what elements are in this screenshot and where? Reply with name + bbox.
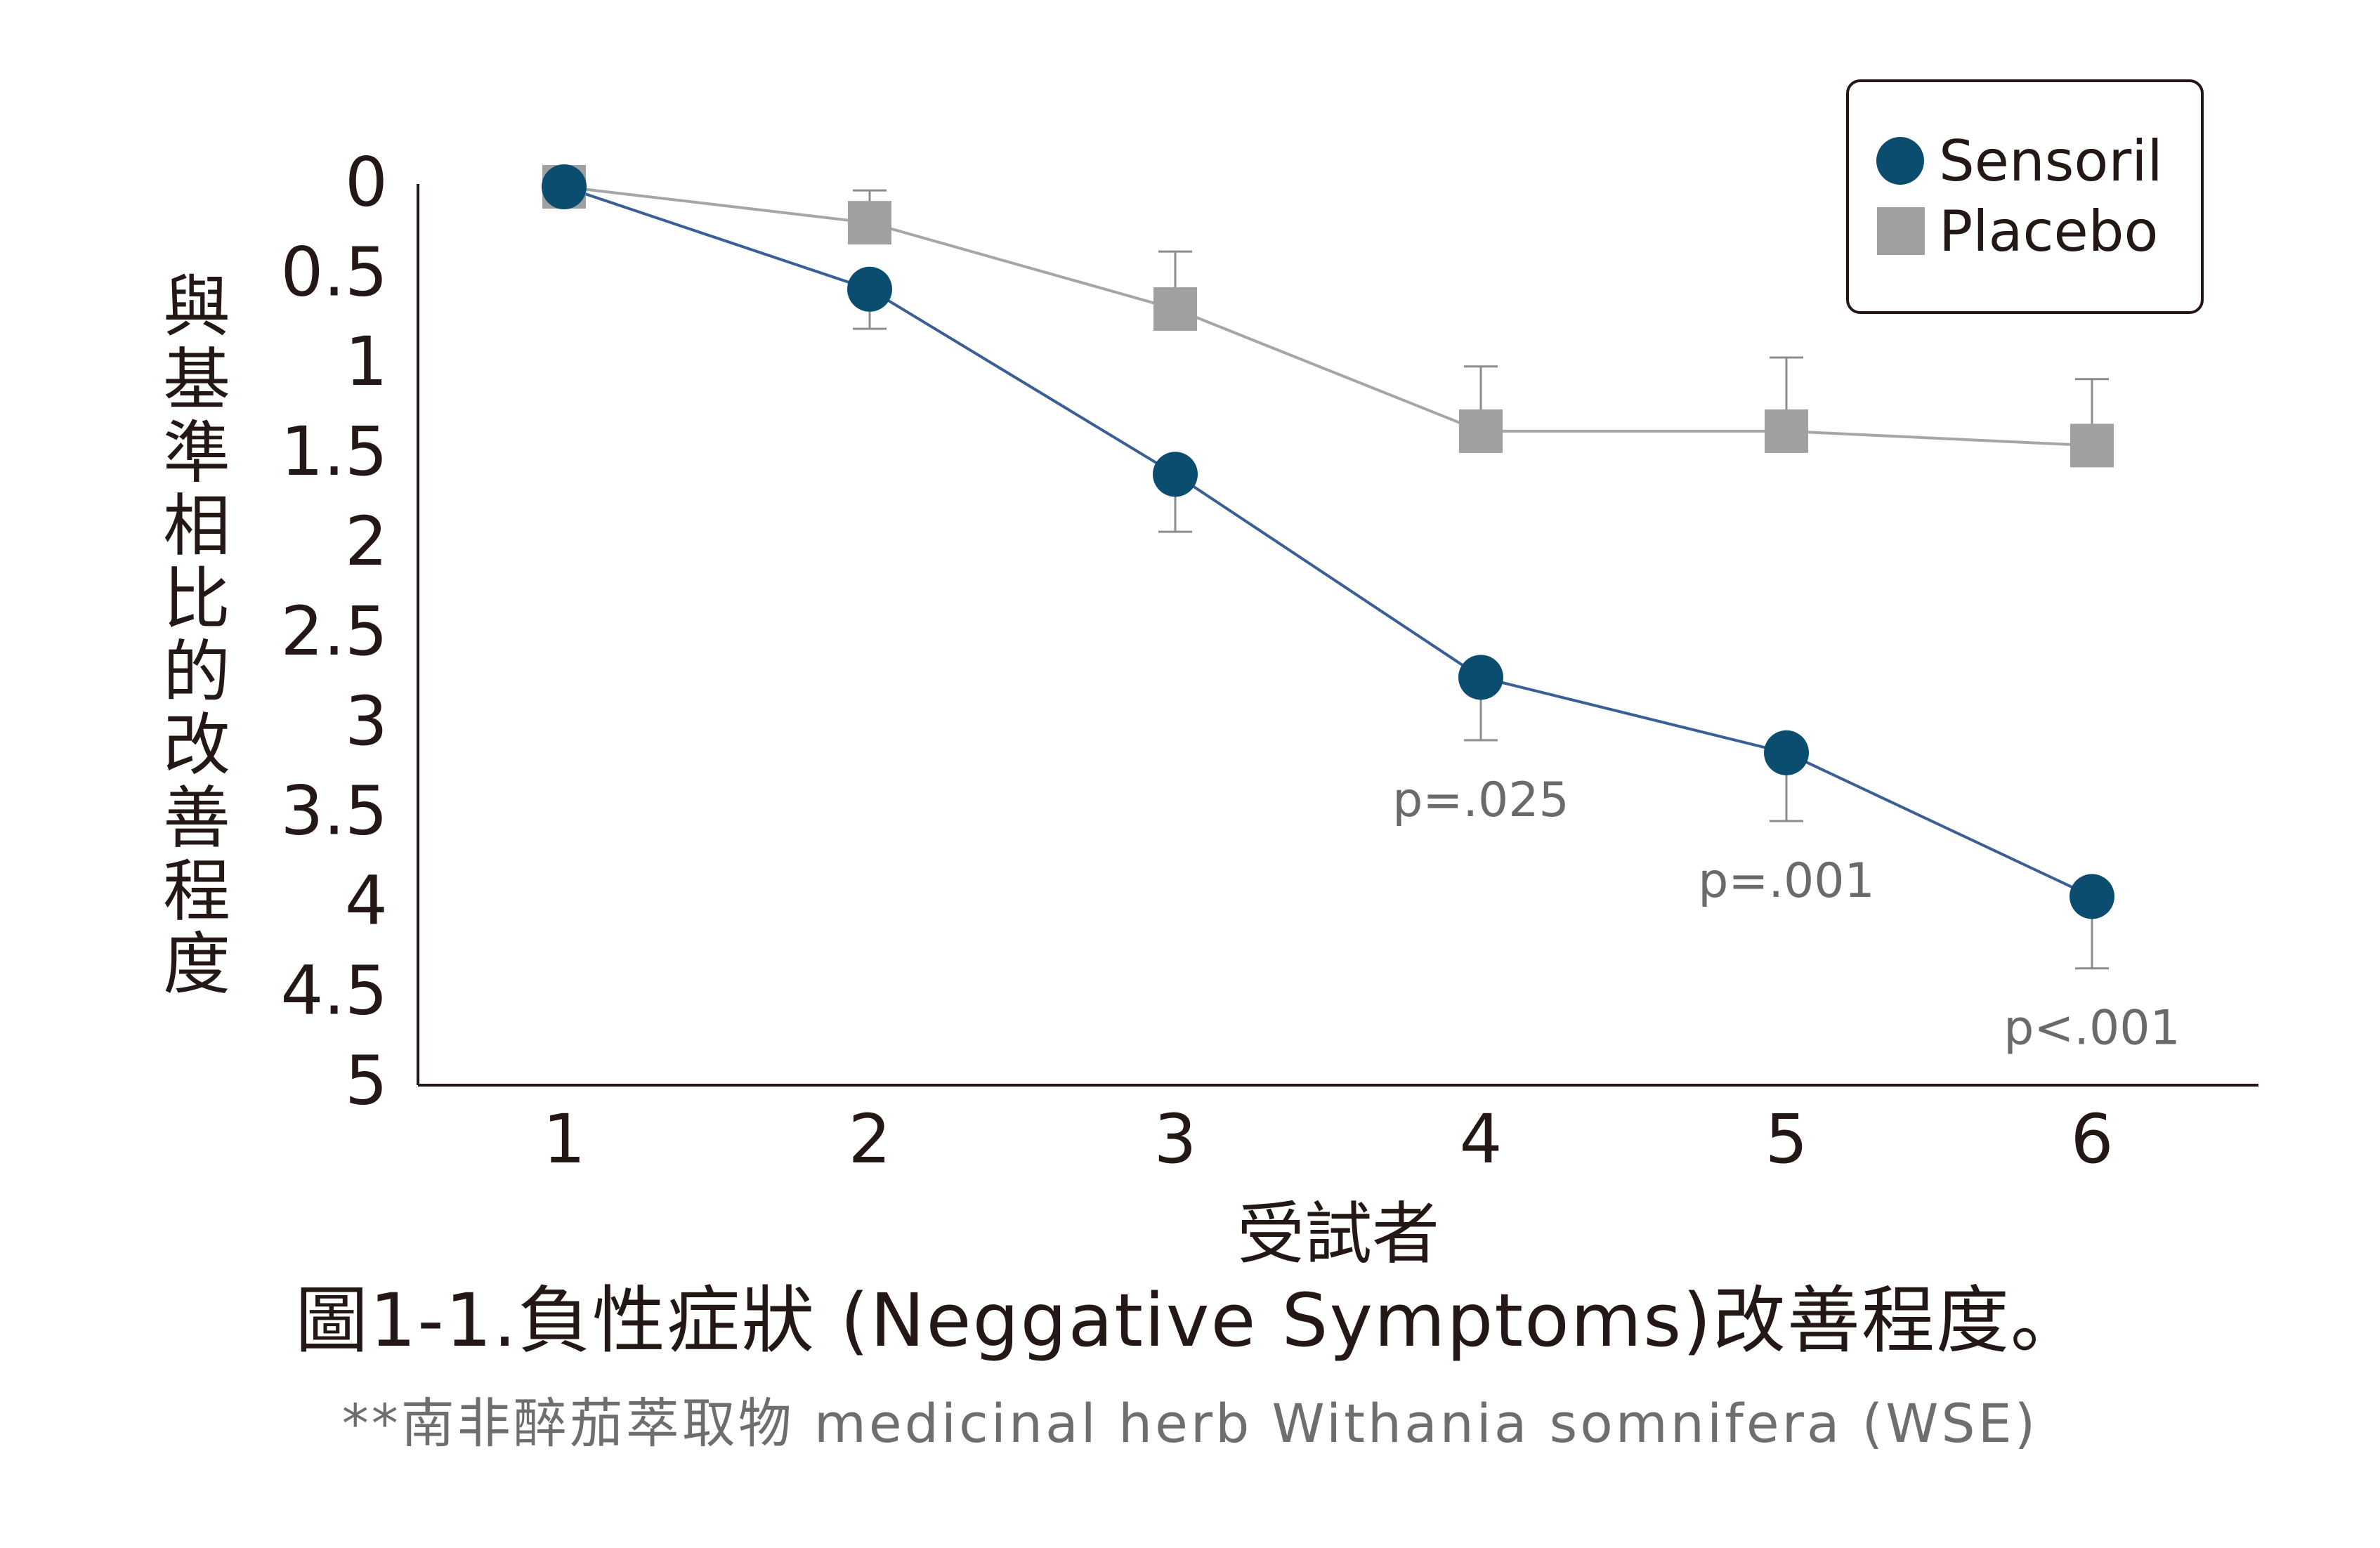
y-axis-title-char: 度 bbox=[163, 925, 230, 1004]
x-tick-label: 6 bbox=[2070, 1100, 2113, 1179]
data-point-sensoril bbox=[1153, 452, 1198, 497]
y-tick-label: 3 bbox=[345, 682, 388, 761]
legend-marker-sensoril bbox=[1876, 137, 1924, 185]
y-axis-title-char: 準 bbox=[163, 414, 230, 492]
y-axis-title-char: 改 bbox=[163, 706, 230, 785]
data-point-placebo bbox=[1459, 409, 1503, 453]
y-tick-label: 5 bbox=[345, 1041, 388, 1120]
data-point-sensoril bbox=[1458, 655, 1503, 700]
y-axis-title-char: 善 bbox=[163, 779, 230, 858]
y-axis-title-char: 相 bbox=[163, 487, 230, 565]
y-tick-label: 1.5 bbox=[280, 412, 388, 491]
legend-marker-placebo bbox=[1877, 207, 1925, 255]
y-tick-label: 0.5 bbox=[280, 232, 388, 311]
y-axis-title-char: 與 bbox=[163, 268, 230, 346]
figure-caption-title: 圖1-1.負性症狀 (Neggative Symptoms)改善程度。 bbox=[295, 1278, 2085, 1363]
series-lines-layer bbox=[563, 185, 2093, 898]
data-point-placebo bbox=[1153, 287, 1197, 331]
x-tick-label: 4 bbox=[1459, 1100, 1502, 1179]
x-tick-label: 5 bbox=[1765, 1100, 1807, 1179]
data-point-sensoril bbox=[542, 164, 587, 209]
data-point-sensoril bbox=[2070, 874, 2114, 919]
y-tick-label: 0 bbox=[345, 143, 388, 221]
data-point-sensoril bbox=[1764, 730, 1809, 775]
series-line-placebo bbox=[563, 185, 2093, 447]
y-tick-label: 4.5 bbox=[280, 951, 388, 1030]
y-tick-label: 4 bbox=[345, 862, 388, 940]
y-axis-title-char: 的 bbox=[163, 633, 230, 711]
y-tick-label: 2.5 bbox=[280, 592, 388, 671]
data-point-placebo bbox=[848, 201, 891, 245]
x-tick-label: 3 bbox=[1153, 1100, 1196, 1179]
y-tick-label: 3.5 bbox=[280, 772, 388, 851]
legend-box bbox=[1846, 79, 2204, 314]
data-point-placebo bbox=[1765, 409, 1808, 453]
labels-layer: 0 0.5 1 1.5 2 2.5 3 3.5 4 4.5 5 1 2 3 4 5 6 受試者 與基準相比的改善程度… bbox=[163, 143, 2180, 1273]
y-axis-title-char: 基 bbox=[163, 341, 230, 419]
x-axis-title: 受試者 bbox=[1237, 1195, 1439, 1273]
y-axis-title-char: 比 bbox=[163, 560, 230, 638]
y-tick-label: 2 bbox=[345, 502, 388, 581]
legend-label-placebo: Placebo bbox=[1939, 199, 2158, 264]
x-tick-label: 1 bbox=[542, 1100, 585, 1179]
y-axis-title: 與基準相比的改善程度 bbox=[163, 268, 230, 1004]
markers-layer bbox=[542, 164, 2114, 919]
data-point-sensoril bbox=[847, 266, 892, 312]
y-axis-title-char: 程 bbox=[163, 852, 230, 931]
figure-caption-note: **南非醉茄萃取物 medicinal herb Withania somnif… bbox=[341, 1392, 2039, 1455]
axes-layer bbox=[417, 184, 2258, 1087]
p-value-annotation: p=.001 bbox=[1698, 853, 1875, 909]
legend-label-sensoril: Sensoril bbox=[1939, 129, 2163, 194]
x-tick-label: 2 bbox=[848, 1100, 891, 1179]
series-line-sensoril bbox=[563, 185, 2093, 898]
y-tick-label: 1 bbox=[345, 322, 388, 401]
data-point-placebo bbox=[2070, 424, 2114, 468]
p-value-annotation: p=.025 bbox=[1392, 773, 1569, 828]
p-value-annotation: p<.001 bbox=[2003, 1001, 2180, 1056]
